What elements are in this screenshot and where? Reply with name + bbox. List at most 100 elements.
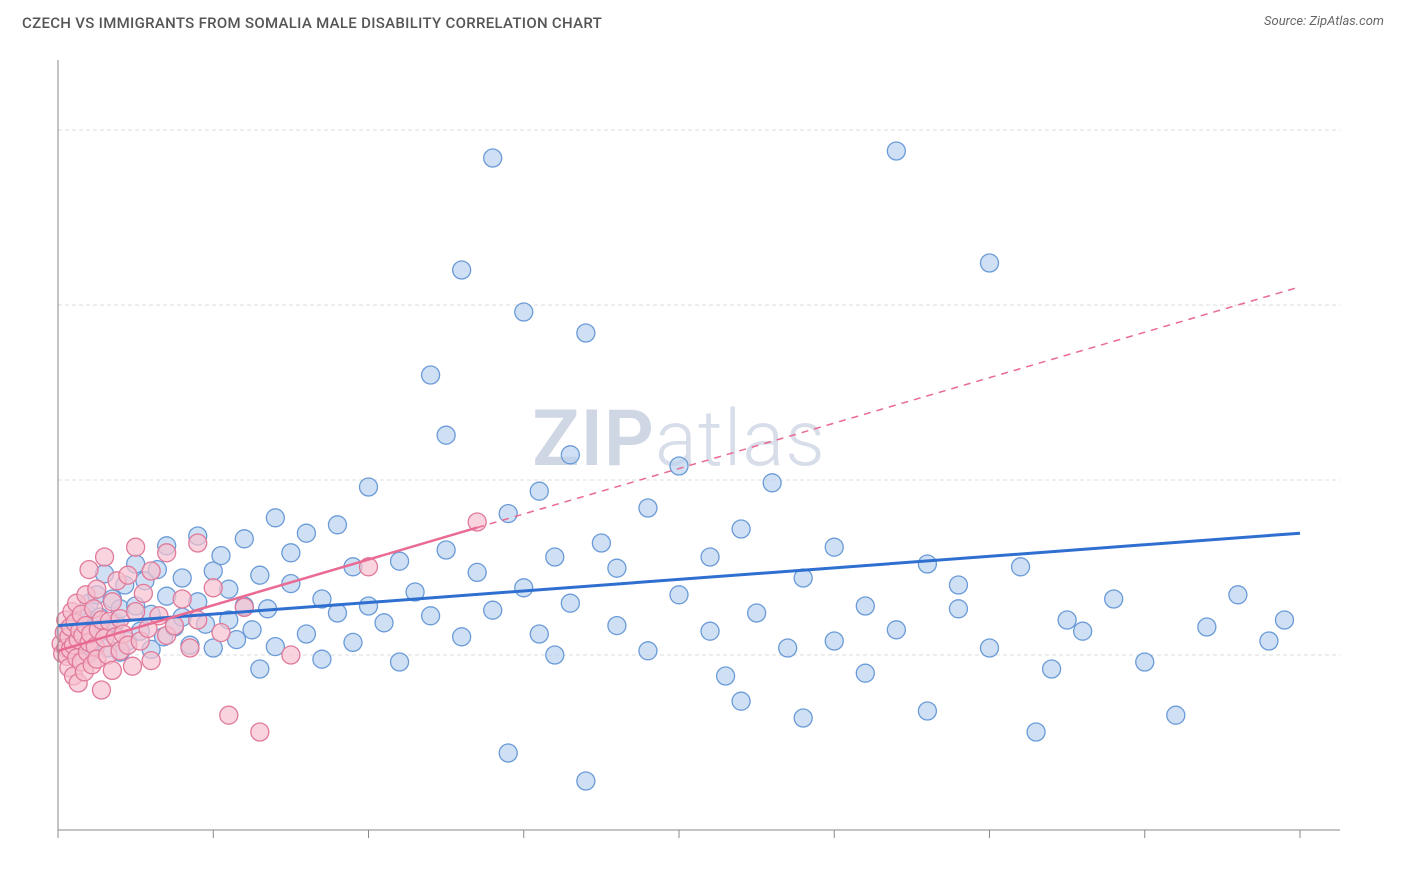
data-point xyxy=(173,569,191,587)
data-point xyxy=(779,639,797,657)
data-point xyxy=(608,617,626,635)
data-point xyxy=(748,604,766,622)
data-point xyxy=(484,149,502,167)
data-point xyxy=(375,614,393,632)
data-point xyxy=(251,660,269,678)
data-point xyxy=(103,593,121,611)
data-point xyxy=(251,566,269,584)
data-point xyxy=(1074,622,1092,640)
data-point xyxy=(92,681,110,699)
data-point xyxy=(189,534,207,552)
data-point xyxy=(887,142,905,160)
data-point xyxy=(1260,632,1278,650)
data-point xyxy=(212,547,230,565)
data-point xyxy=(701,622,719,640)
chart-title: CZECH VS IMMIGRANTS FROM SOMALIA MALE DI… xyxy=(22,14,602,32)
data-point xyxy=(173,590,191,608)
data-point xyxy=(142,652,160,670)
data-point xyxy=(80,561,98,579)
data-point xyxy=(515,579,533,597)
data-point xyxy=(1136,653,1154,671)
data-point xyxy=(297,524,315,542)
data-point xyxy=(732,692,750,710)
data-point xyxy=(134,584,152,602)
data-point xyxy=(515,303,533,321)
data-point xyxy=(717,667,735,685)
data-point xyxy=(282,544,300,562)
data-point xyxy=(437,541,455,559)
data-point xyxy=(981,639,999,657)
data-point xyxy=(608,559,626,577)
data-point xyxy=(313,650,331,668)
data-point xyxy=(484,601,502,619)
data-point xyxy=(453,261,471,279)
data-point xyxy=(530,482,548,500)
data-point xyxy=(127,538,145,556)
data-point xyxy=(251,723,269,741)
data-point xyxy=(453,628,471,646)
data-point xyxy=(561,446,579,464)
data-point xyxy=(887,621,905,639)
data-point xyxy=(546,548,564,566)
data-point xyxy=(88,580,106,598)
data-point xyxy=(181,639,199,657)
data-point xyxy=(981,254,999,272)
data-point xyxy=(577,324,595,342)
data-point xyxy=(530,625,548,643)
series-immigrants-from-somalia xyxy=(52,513,486,741)
data-point xyxy=(1058,611,1076,629)
data-point xyxy=(639,642,657,660)
data-point xyxy=(103,661,121,679)
data-point xyxy=(825,538,843,556)
data-point xyxy=(212,624,230,642)
data-point xyxy=(422,366,440,384)
data-point xyxy=(360,597,378,615)
data-point xyxy=(499,744,517,762)
data-point xyxy=(328,516,346,534)
data-point xyxy=(592,534,610,552)
data-point xyxy=(546,646,564,664)
data-point xyxy=(918,555,936,573)
data-point xyxy=(119,566,137,584)
data-point xyxy=(158,544,176,562)
data-point xyxy=(670,586,688,604)
data-point xyxy=(732,520,750,538)
data-point xyxy=(639,499,657,517)
data-point xyxy=(266,509,284,527)
data-point xyxy=(1198,618,1216,636)
data-point xyxy=(96,548,114,566)
scatter-chart: ZIPatlas xyxy=(0,48,1406,892)
data-point xyxy=(243,621,261,639)
data-point xyxy=(124,657,142,675)
data-point xyxy=(220,706,238,724)
data-point xyxy=(391,552,409,570)
data-point xyxy=(577,772,595,790)
data-point xyxy=(825,632,843,650)
data-point xyxy=(1012,558,1030,576)
data-point xyxy=(1167,706,1185,724)
data-point xyxy=(468,563,486,581)
data-point xyxy=(1229,586,1247,604)
data-point xyxy=(856,597,874,615)
data-point xyxy=(1043,660,1061,678)
data-point xyxy=(204,579,222,597)
data-point xyxy=(561,594,579,612)
data-point xyxy=(1275,611,1293,629)
data-point xyxy=(1105,590,1123,608)
data-point xyxy=(856,664,874,682)
series-czechs xyxy=(57,142,1294,790)
data-point xyxy=(297,625,315,643)
data-point xyxy=(1027,723,1045,741)
data-point xyxy=(422,607,440,625)
data-point xyxy=(282,646,300,664)
data-point xyxy=(499,505,517,523)
data-point xyxy=(344,633,362,651)
data-point xyxy=(794,709,812,727)
data-point xyxy=(360,478,378,496)
data-point xyxy=(918,702,936,720)
data-point xyxy=(701,548,719,566)
data-point xyxy=(949,576,967,594)
data-point xyxy=(763,474,781,492)
data-point xyxy=(235,530,253,548)
data-point xyxy=(670,457,688,475)
